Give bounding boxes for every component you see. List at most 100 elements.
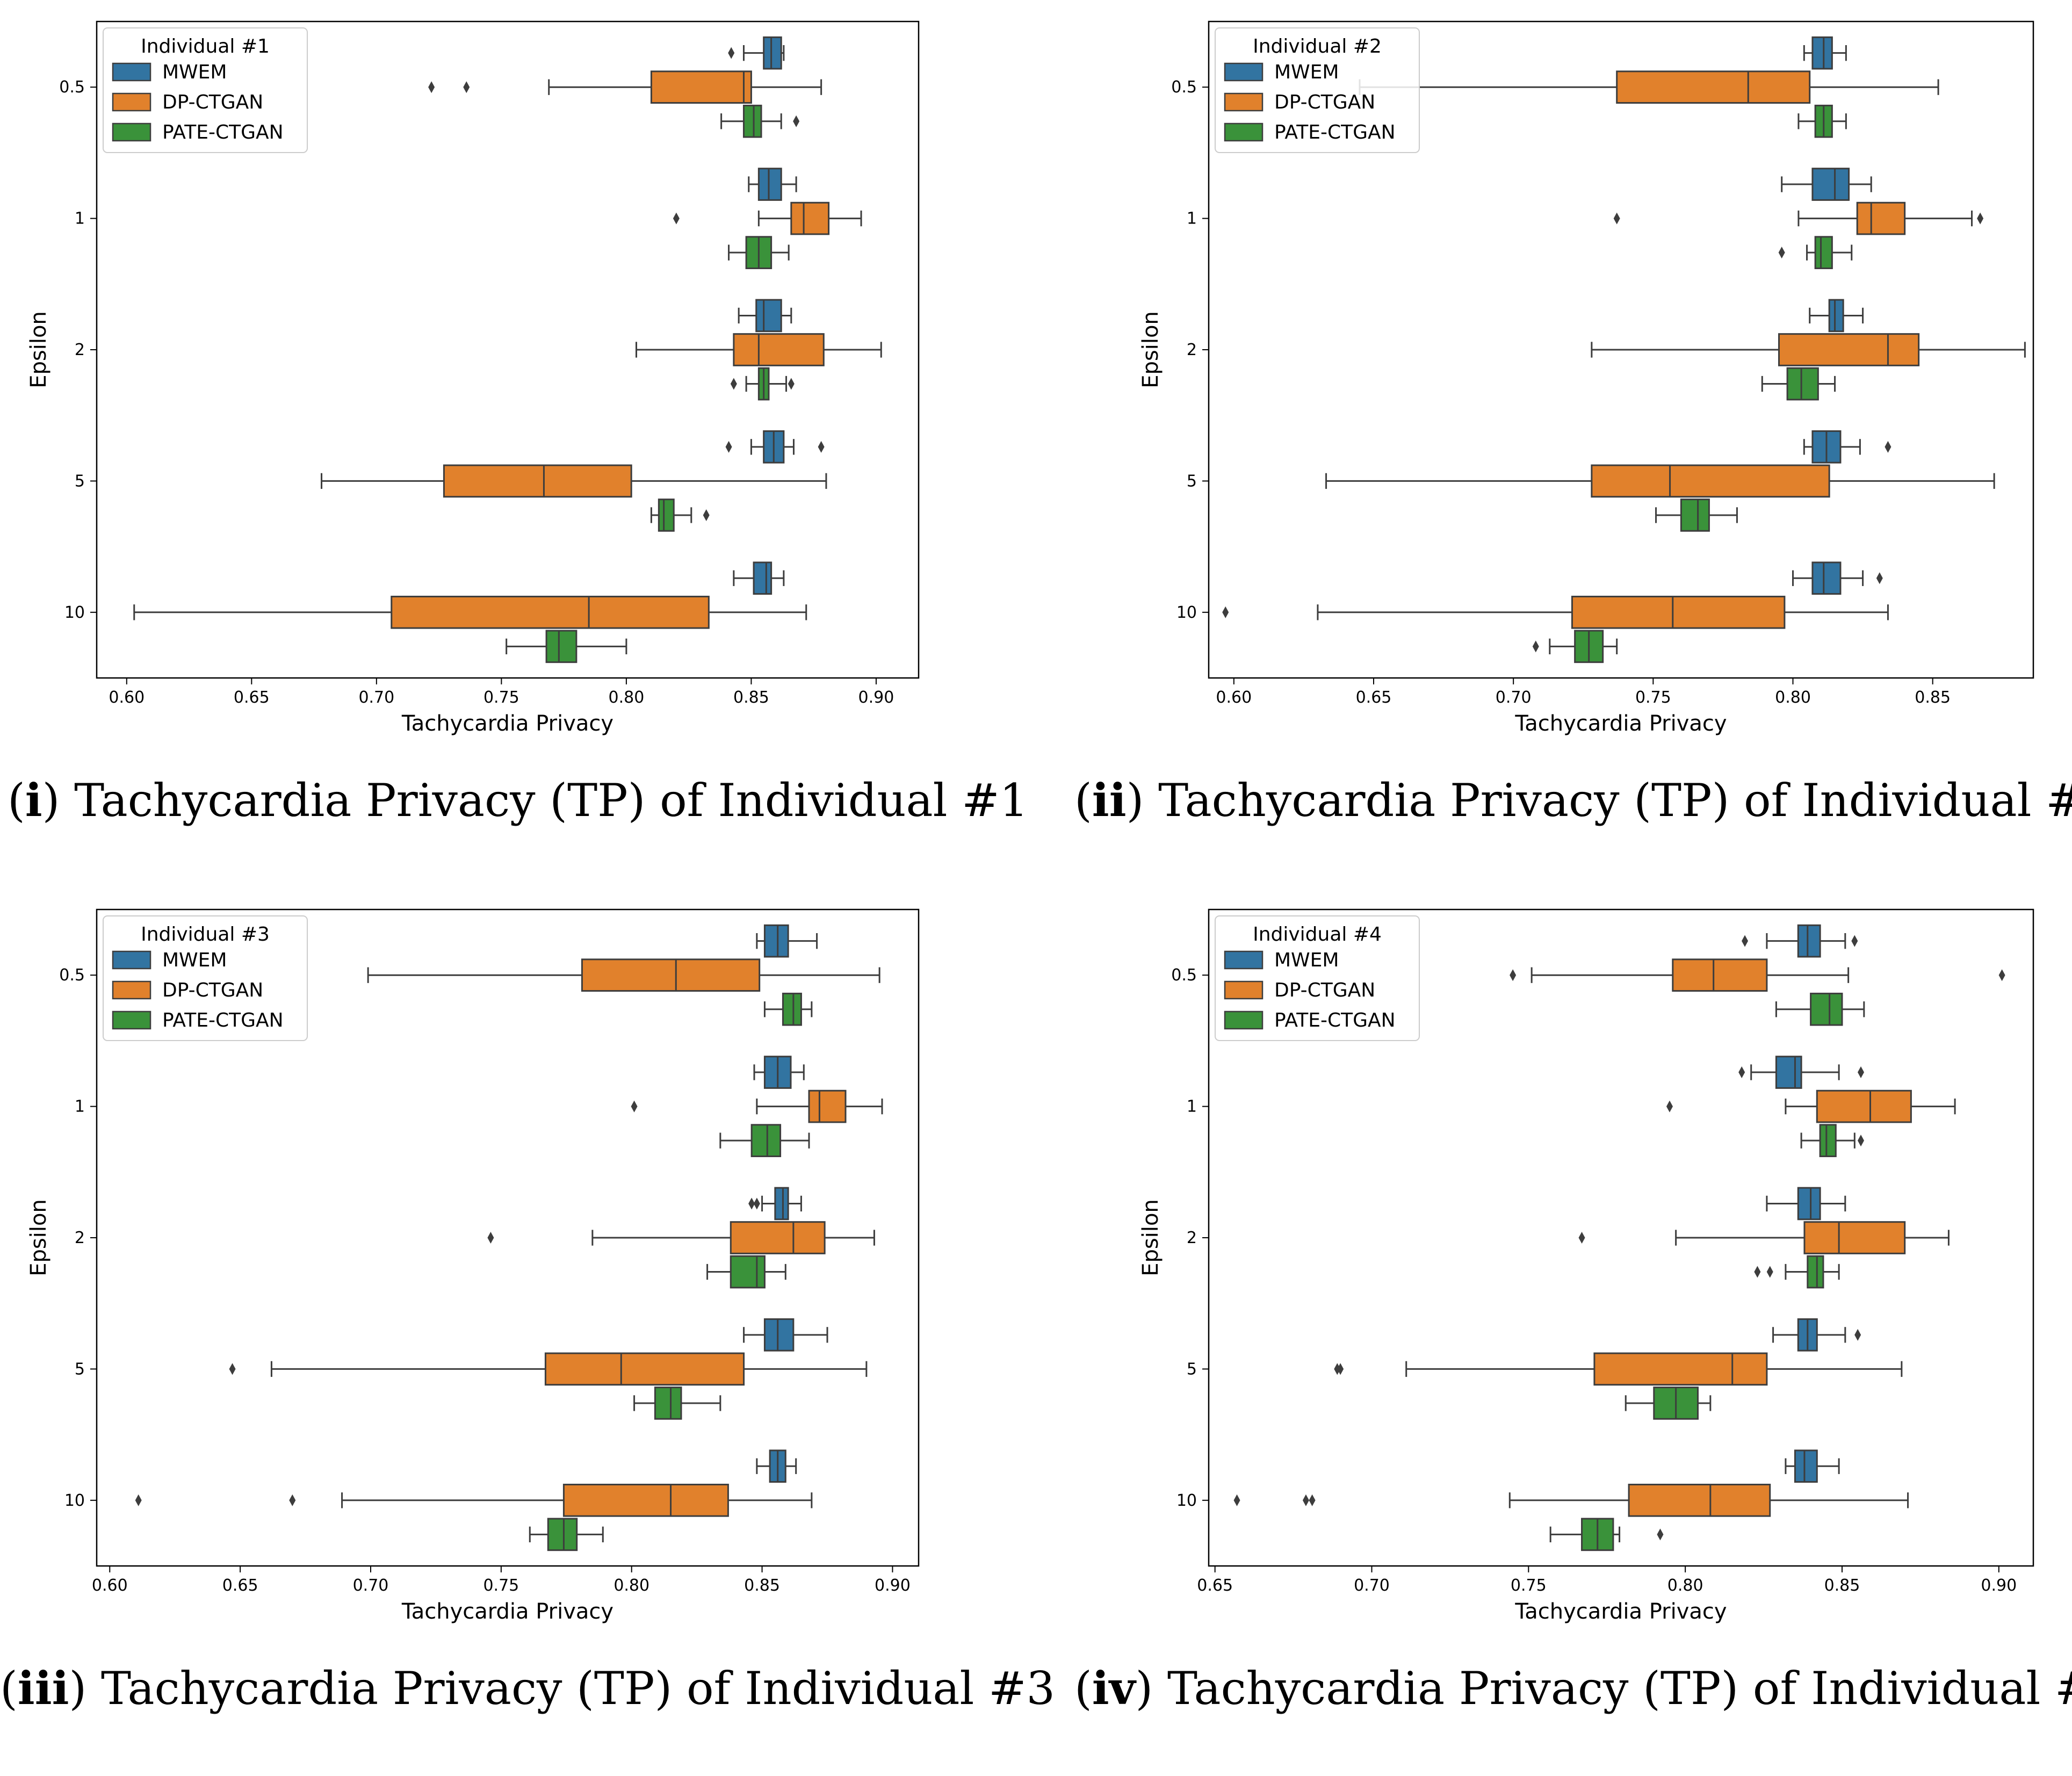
box-pate-ctgan-eps-1 [1778, 236, 1853, 269]
x-tick-label: 0.80 [1775, 688, 1811, 707]
legend-label-mwem: MWEM [162, 61, 227, 83]
box-pate-ctgan-eps-0.5 [1797, 104, 1847, 138]
legend-label-mwem: MWEM [1274, 61, 1339, 83]
x-axis-label: Tachycardia Privacy [401, 1599, 613, 1624]
iqr-box [730, 1255, 766, 1289]
outlier-point [135, 1494, 142, 1506]
caption-number: iii [17, 1662, 69, 1715]
x-tick-label: 0.75 [1511, 1576, 1547, 1595]
x-tick-label: 0.90 [858, 688, 894, 707]
legend-label-dp-ctgan: DP-CTGAN [162, 979, 263, 1001]
iqr-box [1803, 1221, 1906, 1254]
iqr-box [742, 104, 762, 138]
y-tick-label: 2 [75, 1229, 85, 1247]
x-tick-label: 0.70 [358, 688, 394, 707]
box-dp-ctgan-eps-1 [1613, 201, 1984, 235]
caption-number: iv [1092, 1662, 1136, 1715]
iqr-box [650, 70, 752, 104]
x-tick-label: 0.75 [483, 688, 519, 707]
legend-swatch-dp-ctgan [112, 980, 151, 1000]
legend-frame [103, 27, 308, 153]
chart-panel-iii: 0.60 0.65 0.70 0.75 0.80 0.85 0.90 0.5 1 2 5 10 Tach… [0, 888, 1055, 1776]
box-mwem-eps-5 [1772, 1318, 1861, 1352]
legend-swatch-dp-ctgan [1224, 92, 1264, 112]
iqr-box [790, 201, 830, 235]
chart-panel-i: 0.60 0.65 0.70 0.75 0.80 0.85 0.90 0.5 1 2 5 10 Tach… [0, 0, 1036, 888]
iqr-box [1811, 36, 1833, 70]
iqr-box [1807, 1255, 1824, 1289]
box-dp-ctgan-eps-1 [673, 201, 862, 235]
outlier-point [631, 1100, 638, 1113]
legend-swatch-mwem [1224, 950, 1264, 970]
box-pate-ctgan-eps-10 [506, 630, 627, 663]
x-tick-label: 0.65 [222, 1576, 258, 1595]
box-mwem-eps-1 [753, 1056, 805, 1089]
box-mwem-eps-0.5 [1803, 36, 1847, 70]
box-pate-ctgan-eps-5 [1655, 499, 1738, 532]
iqr-box [1778, 333, 1920, 366]
outlier-point [1977, 212, 1984, 225]
y-tick-label: 1 [1187, 210, 1197, 228]
iqr-box [1628, 1483, 1771, 1517]
y-tick-label: 2 [1187, 1229, 1197, 1247]
iqr-box [1814, 236, 1833, 269]
box-pate-ctgan-eps-1 [728, 236, 790, 269]
outlier-point [1337, 1363, 1344, 1375]
iqr-box [733, 333, 825, 366]
iqr-box [730, 1221, 826, 1254]
outlier-point [788, 378, 795, 390]
y-tick-label: 5 [1187, 1360, 1197, 1378]
chart-panel-ii: 0.60 0.65 0.70 0.75 0.80 0.85 0.5 1 2 5 10 Tachycar… [1074, 0, 2072, 888]
caption-text: Tachycardia Privacy (TP) of Individual #… [86, 1662, 1055, 1715]
outlier-point [1532, 640, 1539, 653]
iqr-box [562, 1483, 729, 1517]
y-axis-label: Epsilon [1138, 1199, 1163, 1276]
outlier-point [1857, 1066, 1864, 1079]
box-dp-ctgan-eps-0.5 [1510, 958, 2005, 992]
legend: Individual #1 MWEM DP-CTGAN PATE-CTGAN [103, 27, 308, 153]
box-pate-ctgan-eps-1 [719, 1124, 810, 1157]
box-dp-ctgan-eps-5 [1325, 464, 1995, 498]
iqr-box [763, 1318, 795, 1352]
iqr-box [1786, 367, 1819, 401]
box-dp-ctgan-eps-0.5 [1359, 70, 1939, 104]
x-tick-label: 0.60 [109, 688, 145, 707]
box-mwem-eps-0.5 [728, 36, 785, 70]
y-tick-label: 0.5 [1171, 78, 1197, 97]
box-mwem-eps-2 [1766, 1187, 1846, 1221]
y-tick-label: 10 [1176, 603, 1197, 622]
outlier-point [1657, 1528, 1664, 1541]
box-mwem-eps-2 [1809, 299, 1864, 333]
y-tick-label: 10 [1176, 1491, 1197, 1510]
y-tick-label: 0.5 [59, 78, 85, 97]
box-dp-ctgan-eps-5 [229, 1352, 868, 1386]
outlier-point [703, 509, 710, 521]
outlier-point [289, 1494, 296, 1506]
legend-frame [103, 915, 308, 1041]
iqr-box [1819, 1124, 1837, 1157]
iqr-box [1794, 1449, 1818, 1483]
boxplot-individual-1: 0.60 0.65 0.70 0.75 0.80 0.85 0.90 0.5 1 2 5 10 Tach… [26, 20, 920, 736]
legend-label-dp-ctgan: DP-CTGAN [1274, 91, 1375, 113]
box-dp-ctgan-eps-2 [1591, 333, 2026, 366]
iqr-box [1810, 992, 1843, 1026]
outlier-point [728, 47, 735, 59]
box-mwem-eps-10 [1792, 561, 1883, 595]
box-dp-ctgan-eps-2 [1578, 1221, 1950, 1254]
iqr-box [1616, 70, 1811, 104]
outlier-point [730, 378, 737, 390]
x-tick-label: 0.80 [613, 1576, 649, 1595]
caption-number: ii [1092, 774, 1127, 827]
iqr-box [443, 464, 632, 498]
x-axis-label: Tachycardia Privacy [1514, 1599, 1727, 1624]
legend-frame [1215, 27, 1420, 153]
x-tick-label: 0.85 [744, 1576, 780, 1595]
x-tick-label: 0.75 [1635, 688, 1671, 707]
boxplot-individual-3: 0.60 0.65 0.70 0.75 0.80 0.85 0.90 0.5 1 2 5 10 Tach… [26, 908, 920, 1624]
caption-number: i [25, 774, 42, 827]
iqr-box [1680, 499, 1710, 532]
legend: Individual #4 MWEM DP-CTGAN PATE-CTGAN [1215, 915, 1420, 1041]
legend-swatch-mwem [112, 950, 151, 970]
box-pate-ctgan-eps-10 [1549, 1518, 1664, 1551]
iqr-box [391, 595, 710, 629]
